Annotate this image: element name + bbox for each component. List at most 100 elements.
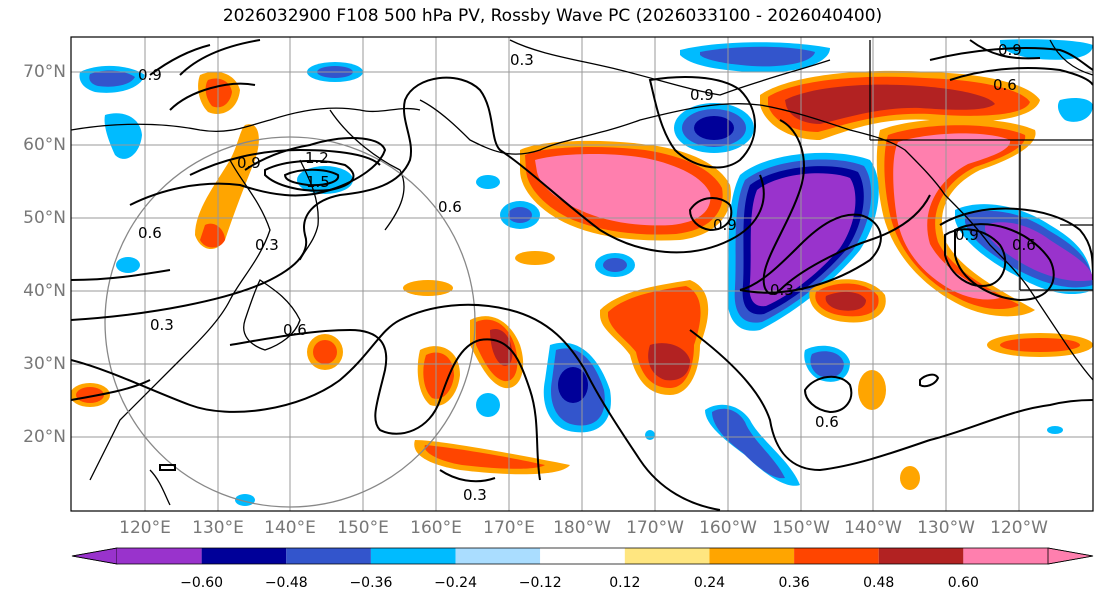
pv-contour — [954, 223, 1055, 302]
negative-anomaly-region — [712, 408, 785, 479]
lon-label: 130°W — [917, 518, 975, 538]
negative-anomaly-region — [1047, 426, 1063, 434]
pv-contour — [283, 168, 340, 187]
colorbar-tick-label: −0.36 — [349, 575, 393, 591]
lat-label: 50°N — [23, 208, 66, 228]
lat-label: 30°N — [23, 354, 66, 374]
lat-label: 40°N — [23, 281, 66, 301]
lon-label: 170°W — [626, 518, 684, 538]
lon-label: 160°E — [410, 518, 462, 538]
negative-anomaly-region — [558, 367, 588, 403]
colorbar-swatch — [201, 548, 287, 564]
pv-contour — [739, 213, 882, 294]
positive-anomaly-region — [648, 343, 690, 381]
pv-contour — [929, 47, 1093, 71]
contour-label: 0.3 — [770, 281, 794, 299]
positive-anomaly-region — [785, 84, 995, 124]
lon-label: 160°W — [699, 518, 757, 538]
colorbar-tick-label: −0.12 — [518, 575, 562, 591]
colorbar-swatch — [709, 548, 795, 564]
pv-contour — [149, 44, 211, 76]
negative-anomaly-region — [476, 393, 500, 417]
positive-anomaly-region — [900, 466, 920, 490]
lon-label: 140°E — [264, 518, 316, 538]
lon-label: 150°W — [772, 518, 830, 538]
lat-label: 60°N — [23, 135, 66, 155]
negative-anomaly-region — [749, 173, 856, 307]
lon-label: 140°W — [844, 518, 902, 538]
positive-anomaly-region — [424, 445, 545, 469]
colorbar-outline — [71, 547, 1094, 565]
contour-label: 0.3 — [463, 486, 487, 504]
pv-contour — [264, 159, 355, 192]
positive-anomaly-region — [200, 223, 225, 248]
negative-anomaly-region — [645, 430, 655, 440]
lat-label: 70°N — [23, 62, 66, 82]
colorbar-swatch — [878, 548, 964, 564]
pv-contour — [439, 469, 496, 483]
map-title: 2026032900 F108 500 hPa PV, Rossby Wave … — [222, 6, 883, 26]
positive-anomaly-region — [490, 328, 513, 366]
lat-label: 20°N — [23, 427, 66, 447]
colorbar-extend-max — [1047, 547, 1094, 565]
positive-anomaly-region — [858, 370, 886, 410]
pv-contour — [71, 76, 765, 321]
contour-label: 0.9 — [690, 86, 714, 104]
contour-label-layer: 0.3 0.3 0.3 0.3 0.3 0.6 0.6 0.6 0.6 0.6 … — [138, 41, 1036, 504]
negative-anomaly-region — [700, 46, 815, 67]
pv-contour — [179, 39, 261, 76]
contour-label: 0.6 — [438, 198, 462, 216]
lon-label: 150°E — [337, 518, 389, 538]
pv-contour — [71, 303, 721, 511]
positive-anomaly-region — [893, 133, 1011, 300]
colorbar-swatch — [117, 548, 202, 564]
pv-contour — [159, 464, 176, 471]
colorbar-swatch — [286, 548, 371, 564]
contour-label: 0.6 — [138, 224, 162, 242]
negative-anomaly-region — [508, 207, 532, 223]
colorbar-tick-label: −0.48 — [264, 575, 308, 591]
pv-contour — [688, 197, 733, 232]
negative-anomaly-region — [116, 257, 140, 273]
colorbar-tick-label: 0.48 — [863, 575, 895, 591]
colorbar-swatch — [540, 548, 625, 564]
colorbar-extend-min — [71, 547, 118, 565]
pv-contour — [71, 379, 151, 401]
contour-label: 0.6 — [283, 321, 307, 339]
contour-label: 1.5 — [306, 173, 330, 191]
positive-anomaly-region — [1000, 338, 1080, 352]
pv-contour — [949, 67, 1093, 86]
contour-label: 0.9 — [998, 41, 1022, 59]
pv-contour — [944, 228, 1007, 287]
colorbar-swatch — [794, 548, 879, 564]
positive-anomaly-region — [515, 251, 555, 265]
negative-anomaly-region — [603, 258, 627, 272]
pv-contour — [969, 39, 1041, 60]
pv-contour — [129, 137, 387, 206]
lon-label: 130°E — [192, 518, 244, 538]
negative-anomaly-region — [476, 175, 500, 189]
pv-contour — [803, 375, 853, 414]
pv-contour — [169, 82, 256, 111]
colorbar-swatch — [370, 548, 456, 564]
colorbar-tick-label: 0.60 — [947, 575, 979, 591]
lon-label: 180°W — [553, 518, 611, 538]
pv-contour — [648, 76, 756, 169]
pv-contour — [229, 328, 541, 481]
colorbar-tick-label: −0.24 — [434, 575, 477, 591]
contour-label: 1.2 — [305, 149, 329, 167]
colorbar-swatch — [963, 548, 1048, 564]
pv-contour — [71, 269, 171, 281]
lon-label: 170°E — [483, 518, 535, 538]
positive-anomaly-region — [313, 340, 337, 364]
colorbar-tick-label: 0.36 — [778, 575, 810, 591]
pv-contour — [689, 329, 1093, 472]
positive-anomaly-region — [403, 280, 453, 296]
negative-anomaly-region — [985, 222, 1093, 282]
positive-anomaly-region — [535, 154, 711, 226]
lon-label: 120°W — [990, 518, 1048, 538]
coastlines — [71, 39, 1093, 506]
pv-contour — [762, 119, 931, 295]
radius-circle — [104, 136, 476, 508]
